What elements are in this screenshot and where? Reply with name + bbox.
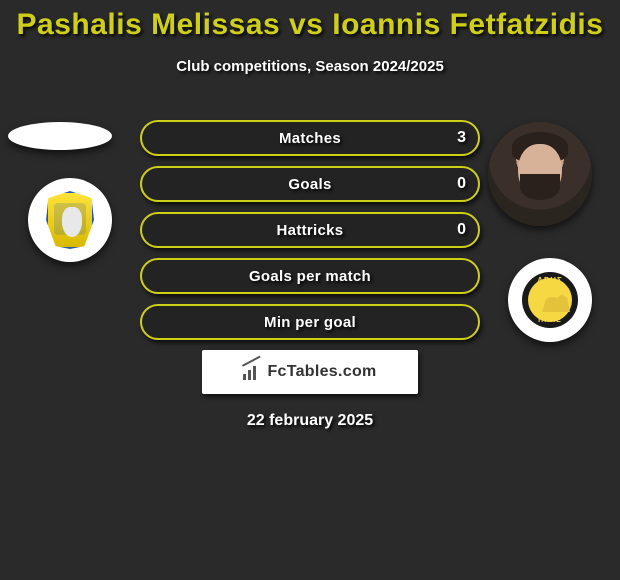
- subtitle: Club competitions, Season 2024/2025: [0, 58, 620, 75]
- comparison-card: Pashalis Melissas vs Ioannis Fetfatzidis…: [0, 0, 620, 75]
- date-label: 22 february 2025: [140, 412, 480, 430]
- stat-label: Min per goal: [264, 314, 356, 331]
- stat-row: Goals per match: [140, 258, 480, 294]
- stat-label: Hattricks: [277, 222, 344, 239]
- source-label: FcTables.com: [267, 363, 376, 381]
- stat-label: Matches: [279, 130, 341, 147]
- stats-column: Matches 3 Goals 0 Hattricks 0 Goals per …: [140, 120, 480, 430]
- player-left-avatar: [8, 122, 112, 150]
- page-title: Pashalis Melissas vs Ioannis Fetfatzidis: [0, 0, 620, 42]
- badge-bottom-text: Π.Α.Ε: [522, 317, 578, 324]
- club-left-badge: [28, 178, 112, 262]
- stat-row: Min per goal: [140, 304, 480, 340]
- stat-row: Hattricks 0: [140, 212, 480, 248]
- player-right-avatar: [488, 122, 592, 226]
- source-box: FcTables.com: [202, 350, 418, 394]
- stat-row: Goals 0: [140, 166, 480, 202]
- stat-label: Goals: [288, 176, 331, 193]
- bar-chart-icon: [243, 364, 261, 380]
- club-right-badge: ΑΡΗΣ Π.Α.Ε: [508, 258, 592, 342]
- stat-row: Matches 3: [140, 120, 480, 156]
- stat-value-right: 0: [457, 221, 466, 239]
- shield-icon: [46, 191, 94, 249]
- stat-label: Goals per match: [249, 268, 371, 285]
- aris-badge-icon: ΑΡΗΣ Π.Α.Ε: [522, 272, 578, 328]
- stat-value-right: 0: [457, 175, 466, 193]
- stat-value-right: 3: [457, 129, 466, 147]
